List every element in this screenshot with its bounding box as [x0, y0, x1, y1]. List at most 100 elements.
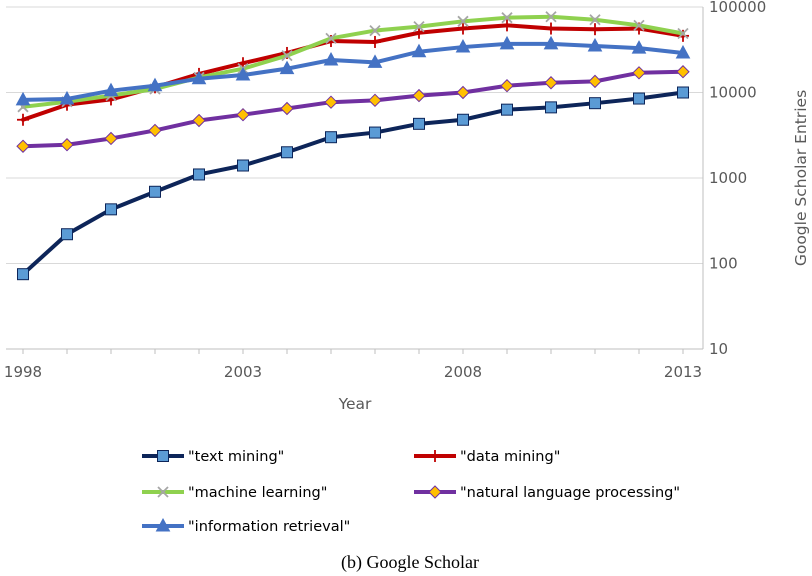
data-point [677, 27, 689, 40]
data-point [412, 88, 426, 103]
data-point [501, 103, 513, 116]
data-point [633, 92, 645, 105]
data-point [456, 85, 470, 100]
x-tick-label: 2008 [444, 363, 482, 381]
legend: "text mining" "data mining" "machine learn… [142, 449, 680, 535]
data-point [104, 131, 118, 146]
legend-label: "information retrieval" [188, 519, 350, 535]
data-point [324, 95, 338, 109]
series-2 [17, 11, 689, 113]
series-0 [17, 86, 689, 281]
x-tick-label: 2013 [664, 363, 702, 381]
series-line [21, 69, 685, 149]
data-point [411, 43, 427, 58]
y-axis-title: Google Scholar Entries [792, 90, 810, 266]
data-point [588, 74, 602, 89]
y-tick-label: 10000 [709, 84, 757, 102]
data-point [148, 123, 162, 138]
data-point [499, 35, 515, 50]
data-point [17, 268, 29, 281]
series-line [21, 14, 685, 109]
data-point [369, 126, 381, 139]
data-point [103, 82, 119, 97]
data-point [280, 101, 294, 116]
y-tick-label: 1000 [709, 169, 747, 187]
data-point [675, 44, 691, 59]
data-point [500, 79, 514, 93]
data-point [157, 486, 169, 498]
series-line [21, 41, 685, 102]
data-point [16, 139, 30, 153]
data-point [457, 22, 469, 35]
marker-b [545, 11, 557, 23]
data-point [501, 19, 513, 32]
marker-b [325, 32, 337, 44]
figure-caption: (b) Google Scholar [341, 552, 479, 573]
data-point [59, 90, 75, 105]
data-point [236, 107, 250, 122]
data-point [60, 138, 74, 152]
data-point [544, 76, 558, 90]
tick-labels: 10 100 1000 10000 100000 1998 2003 2008 2013 [4, 0, 766, 381]
data-point [192, 113, 206, 128]
legend-item: "information retrieval" [142, 517, 350, 535]
axes [6, 7, 704, 354]
marker-b [413, 20, 425, 33]
legend-label: "natural language processing" [460, 485, 680, 501]
marker-b [281, 49, 293, 62]
data-point [545, 11, 557, 23]
y-tick-label: 10 [709, 340, 728, 358]
marker-b [157, 486, 169, 498]
series-group [15, 11, 691, 281]
data-point [633, 19, 645, 31]
data-point [587, 37, 603, 52]
legend-item: "natural language processing" [414, 485, 680, 501]
data-point [235, 66, 251, 81]
y-tick-label: 100 [709, 255, 738, 273]
marker-b [501, 12, 513, 24]
data-point [279, 60, 295, 75]
data-point [457, 15, 469, 27]
marker-b [677, 27, 689, 40]
data-point [281, 146, 293, 159]
data-point [155, 517, 171, 532]
data-point [193, 168, 205, 181]
data-point [191, 70, 207, 85]
legend-label: "data mining" [460, 449, 560, 465]
x-tick-label: 1998 [4, 363, 42, 381]
data-point [237, 159, 249, 172]
y-tick-label: 100000 [709, 0, 766, 16]
legend-item: "machine learning" [142, 485, 327, 501]
data-point [413, 117, 425, 130]
data-point [149, 185, 161, 198]
data-point [589, 14, 601, 26]
data-point [457, 113, 469, 126]
x-axis-title: Year [338, 395, 372, 413]
data-point [676, 65, 690, 79]
data-point [369, 24, 381, 37]
data-point [368, 93, 382, 108]
data-point [589, 97, 601, 110]
data-point [323, 51, 339, 66]
data-point [105, 203, 117, 216]
data-point [545, 101, 557, 114]
data-point [543, 35, 559, 50]
data-point [325, 131, 337, 144]
legend-item: "data mining" [414, 449, 560, 465]
legend-item: "text mining" [142, 449, 284, 465]
x-tick-label: 2003 [224, 363, 262, 381]
data-point [413, 20, 425, 33]
data-point [15, 91, 31, 106]
data-point [369, 35, 381, 48]
series-line [21, 90, 685, 277]
marker-b [457, 15, 469, 27]
data-point [61, 228, 73, 241]
series-3 [16, 65, 690, 153]
legend-label: "text mining" [188, 449, 284, 465]
data-point [677, 86, 689, 99]
data-point [455, 39, 471, 53]
data-point [429, 450, 441, 462]
series-4 [15, 35, 691, 106]
legend-label: "machine learning" [188, 485, 327, 501]
data-point [501, 12, 513, 24]
